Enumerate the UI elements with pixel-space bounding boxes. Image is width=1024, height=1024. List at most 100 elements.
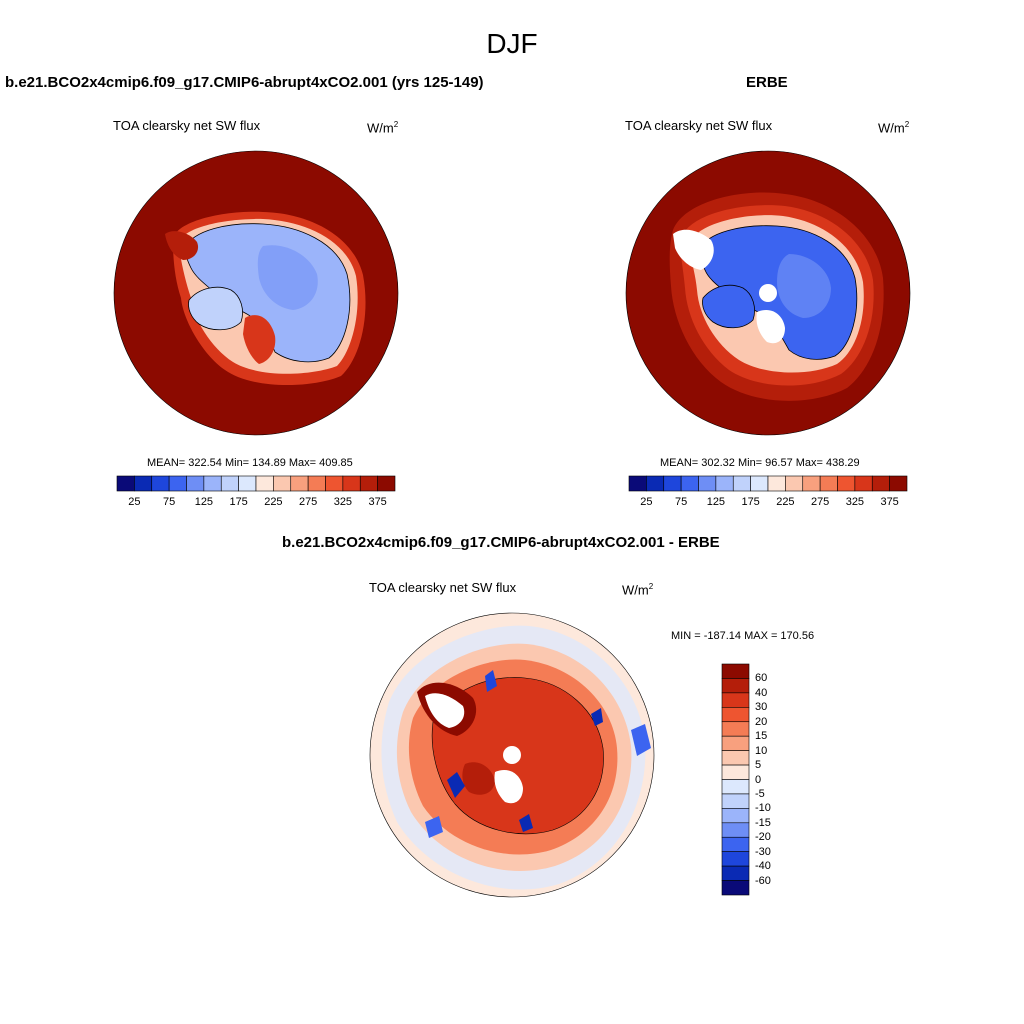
colorbar-swatch — [721, 822, 750, 838]
diff-polar-map — [369, 612, 655, 898]
colorbar-swatch — [151, 475, 170, 492]
colorbar-tick-label: 325 — [333, 496, 353, 508]
blue-patch-west — [447, 772, 465, 798]
dark-red-ross — [462, 762, 495, 795]
missing-data-ross — [494, 769, 523, 804]
colorbar-swatch — [889, 475, 908, 492]
colorbar-swatch — [134, 475, 153, 492]
obs-panel-title: ERBE — [746, 74, 788, 91]
colorbar-tick-label: 225 — [776, 496, 795, 508]
colorbar-swatch — [663, 475, 682, 492]
colorbar-tick-label: -15 — [755, 816, 771, 829]
missing-data-peninsula — [425, 693, 465, 728]
colorbar-tick-label: 75 — [163, 496, 176, 508]
colorbar-swatch — [721, 851, 750, 867]
west-antarctica-field — [702, 284, 755, 329]
colorbar-swatch — [359, 475, 378, 492]
colorbar-tick-label: 325 — [845, 496, 865, 508]
colorbar-tick-label: 60 — [755, 672, 768, 685]
colorbar-tick-label: 275 — [298, 496, 318, 508]
colorbar-tick-label: -20 — [755, 831, 771, 844]
colorbar-swatch — [854, 475, 873, 492]
colorbar-tick-label: 20 — [755, 715, 768, 728]
colorbar-swatch — [721, 779, 750, 795]
colorbar-tick-label: 15 — [755, 730, 768, 743]
colorbar-tick-label: 30 — [755, 701, 768, 714]
colorbar-tick-label: 40 — [755, 686, 768, 699]
colorbar-tick-label: -40 — [755, 860, 771, 873]
colorbar-tick-label: 125 — [706, 496, 726, 508]
model-variable-label: TOA clearsky net SW flux — [113, 118, 261, 133]
diff-units: W/m2 — [622, 582, 654, 598]
colorbar-tick-label: 275 — [810, 496, 830, 508]
colorbar-swatch — [721, 750, 750, 766]
blue-patch-north — [485, 670, 497, 692]
colorbar-swatch — [721, 836, 750, 852]
blue-patch-south — [519, 814, 533, 832]
colorbar-swatch — [646, 475, 665, 492]
colorbar-swatch — [290, 475, 309, 492]
obs-stats: MEAN= 302.32 Min= 96.57 Max= 438.29 — [660, 457, 860, 469]
colorbar-swatch — [255, 475, 274, 492]
model-stats: MEAN= 322.54 Min= 134.89 Max= 409.85 — [147, 457, 353, 469]
blue-patch-southwest — [425, 816, 443, 838]
colorbar-swatch — [802, 475, 821, 492]
colorbar-swatch — [325, 475, 344, 492]
diff-variable-label: TOA clearsky net SW flux — [369, 580, 517, 595]
missing-data-ross — [756, 309, 785, 344]
peninsula-warm-patch — [165, 231, 199, 260]
colorbar-swatch — [680, 475, 699, 492]
colorbar-swatch — [837, 475, 856, 492]
model-units: W/m2 — [367, 120, 399, 136]
diff-panel-title: b.e21.BCO2x4cmip6.f09_g17.CMIP6-abrupt4x… — [282, 534, 720, 551]
colorbar-swatch — [721, 735, 750, 751]
colorbar-tick-label: 0 — [755, 773, 762, 786]
colorbar-swatch — [750, 475, 769, 492]
colorbar-swatch — [698, 475, 717, 492]
colorbar-swatch — [307, 475, 326, 492]
obs-colorbar — [628, 475, 908, 492]
colorbar-swatch — [377, 475, 396, 492]
colorbar-swatch — [715, 475, 734, 492]
colorbar-swatch — [186, 475, 205, 492]
colorbar-tick-label: 375 — [368, 496, 387, 508]
colorbar-swatch — [871, 475, 890, 492]
plateau-lighter — [777, 254, 831, 318]
colorbar-swatch — [203, 475, 222, 492]
colorbar-swatch — [721, 692, 750, 708]
colorbar-swatch — [220, 475, 239, 492]
colorbar-tick-label: 375 — [880, 496, 899, 508]
colorbar-tick-label: 5 — [755, 759, 762, 772]
colorbar-tick-label: 125 — [194, 496, 214, 508]
colorbar-swatch — [116, 475, 135, 492]
colorbar-swatch — [721, 808, 750, 824]
colorbar-swatch — [721, 678, 750, 694]
colorbar-swatch — [238, 475, 257, 492]
polar-data-hole — [759, 284, 777, 302]
colorbar-swatch — [628, 475, 647, 492]
colorbar-swatch — [721, 764, 750, 780]
colorbar-swatch — [342, 475, 361, 492]
colorbar-tick-label: 225 — [264, 496, 283, 508]
colorbar-swatch — [721, 721, 750, 737]
colorbar-tick-label: 175 — [229, 496, 248, 508]
colorbar-swatch — [819, 475, 838, 492]
obs-units: W/m2 — [878, 120, 910, 136]
model-polar-map — [113, 150, 399, 436]
ross-embayment — [243, 315, 276, 364]
colorbar-swatch — [721, 880, 750, 896]
diff-stats: MIN = -187.14 MAX = 170.56 — [671, 630, 815, 642]
colorbar-swatch — [785, 475, 804, 492]
colorbar-tick-label: -60 — [755, 874, 771, 887]
page-title: DJF — [486, 28, 538, 59]
colorbar-swatch — [721, 663, 750, 679]
blue-patch-far-east — [631, 724, 651, 756]
missing-data-peninsula — [673, 229, 714, 270]
colorbar-tick-label: 175 — [741, 496, 760, 508]
colorbar-tick-label: 75 — [675, 496, 688, 508]
colorbar-swatch — [721, 707, 750, 723]
polar-data-hole — [503, 746, 521, 764]
colorbar-swatch — [721, 865, 750, 881]
colorbar-tick-label: 25 — [640, 496, 653, 508]
colorbar-tick-label: 10 — [755, 744, 768, 757]
